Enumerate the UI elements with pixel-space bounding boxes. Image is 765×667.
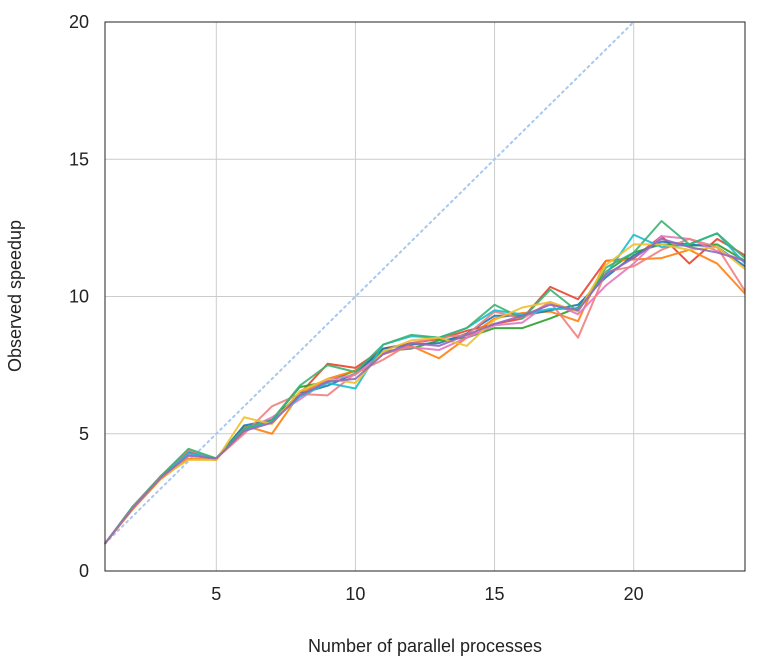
series-line-4 bbox=[104, 240, 746, 545]
y-tick-label: 15 bbox=[69, 149, 89, 169]
series-line-6 bbox=[104, 237, 746, 545]
y-axis-label: Observed speedup bbox=[5, 220, 25, 372]
y-tick-label: 0 bbox=[79, 561, 89, 581]
y-tick-label: 20 bbox=[69, 12, 89, 32]
x-tick-label: 15 bbox=[485, 584, 505, 604]
grid-lines bbox=[105, 21, 745, 572]
y-tick-label: 5 bbox=[79, 424, 89, 444]
series-line-7 bbox=[104, 232, 746, 545]
plot-frame bbox=[104, 21, 746, 572]
x-tick-label: 20 bbox=[624, 584, 644, 604]
x-tick-label: 10 bbox=[345, 584, 365, 604]
x-tick-label: 5 bbox=[211, 584, 221, 604]
ideal-speedup-line bbox=[104, 21, 635, 545]
series-line-8 bbox=[104, 220, 746, 545]
series-line-10 bbox=[104, 237, 746, 545]
series-line-1 bbox=[104, 235, 746, 545]
series-line-9 bbox=[104, 243, 746, 545]
series-line-2 bbox=[104, 243, 746, 545]
series-group bbox=[104, 220, 746, 545]
series-line-3 bbox=[104, 248, 746, 545]
x-axis-label: Number of parallel processes bbox=[308, 636, 542, 656]
tick-labels: 5 10 15 20 0 5 10 15 20 bbox=[69, 12, 644, 604]
series-line-5 bbox=[104, 235, 746, 545]
ideal-speedup-diagonal bbox=[104, 21, 635, 545]
y-tick-label: 10 bbox=[69, 287, 89, 307]
